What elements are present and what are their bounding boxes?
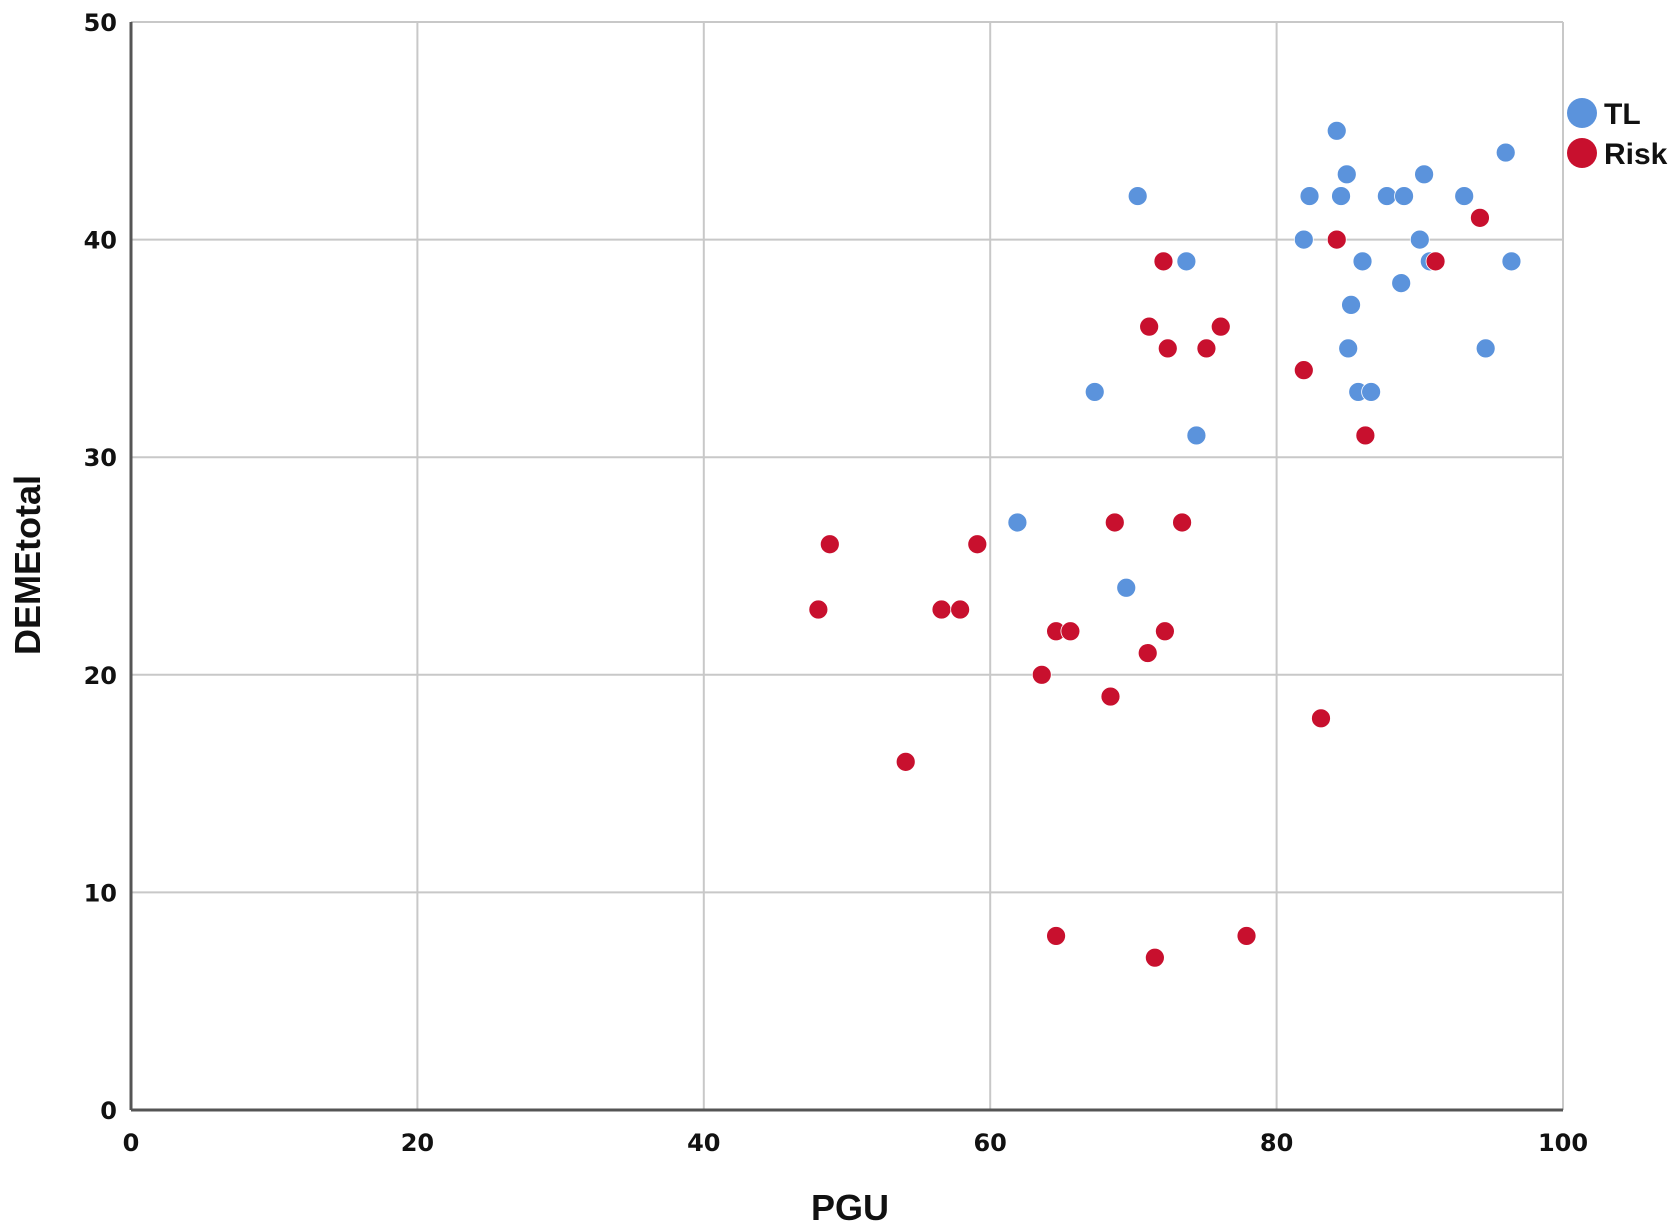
- data-point-tl: [1341, 294, 1361, 315]
- data-point-tl: [1299, 186, 1320, 206]
- data-point-risk: [808, 599, 829, 620]
- y-axis-title: DEMEtotal: [7, 475, 48, 655]
- gridlines: [131, 21, 1564, 1110]
- data-point-risk: [1236, 926, 1257, 946]
- data-point-tl: [1352, 251, 1373, 272]
- data-point-tl: [1084, 382, 1105, 402]
- data-point-risk: [931, 599, 952, 620]
- data-point-tl: [1414, 164, 1434, 185]
- data-point-risk: [1046, 926, 1066, 946]
- tick-labels: 0 20 40 60 80 100 0 10 20 30 40 50: [84, 9, 1588, 1157]
- data-point-risk: [1155, 621, 1175, 642]
- data-point-tl: [1293, 229, 1314, 250]
- data-point-risk: [1311, 708, 1331, 729]
- data-point-tl: [1495, 142, 1516, 163]
- legend-label-risk: Risk: [1604, 138, 1668, 171]
- data-point-tl: [1176, 251, 1197, 272]
- data-point-tl: [1501, 251, 1522, 272]
- data-point-risk: [1139, 316, 1160, 337]
- x-tick-label: 100: [1538, 1129, 1588, 1157]
- data-point-tl: [1361, 382, 1382, 402]
- data-point-tl: [1127, 186, 1148, 206]
- data-point-tl: [1394, 186, 1414, 206]
- x-tick-label: 60: [973, 1129, 1006, 1157]
- data-point-risk: [819, 534, 840, 555]
- data-point-risk: [1100, 686, 1121, 707]
- y-tick-label: 10: [84, 879, 117, 907]
- data-point-tl: [1391, 273, 1412, 294]
- data-point-risk: [1470, 207, 1490, 228]
- data-point-risk: [1293, 360, 1314, 381]
- y-tick-label: 50: [84, 9, 117, 37]
- data-point-tl: [1336, 164, 1357, 185]
- x-tick-label: 80: [1260, 1129, 1293, 1157]
- data-point-tl: [1338, 338, 1359, 359]
- data-point-tl: [1475, 338, 1496, 359]
- data-point-tl: [1007, 512, 1028, 533]
- data-point-tl: [1376, 186, 1397, 206]
- data-point-tl: [1326, 120, 1347, 141]
- data-point-risk: [1196, 338, 1217, 359]
- y-tick-label: 20: [84, 662, 117, 690]
- data-point-risk: [1153, 251, 1174, 272]
- y-tick-label: 0: [100, 1097, 117, 1125]
- data-point-tl: [1454, 186, 1475, 206]
- data-point-risk: [1060, 621, 1081, 642]
- data-point-risk: [950, 599, 971, 620]
- data-points: [808, 120, 1522, 968]
- data-point-risk: [895, 751, 916, 772]
- x-tick-label: 0: [123, 1129, 140, 1157]
- legend: TL Risk: [1567, 98, 1668, 171]
- data-point-tl: [1116, 577, 1137, 598]
- data-point-risk: [1137, 643, 1158, 663]
- data-point-risk: [1144, 947, 1165, 968]
- legend-marker-tl: [1567, 98, 1597, 128]
- data-point-risk: [1210, 316, 1231, 337]
- y-tick-label: 40: [84, 227, 117, 255]
- data-point-risk: [967, 534, 988, 555]
- data-point-tl: [1331, 186, 1351, 206]
- data-point-tl: [1409, 229, 1430, 250]
- data-point-risk: [1104, 512, 1125, 533]
- x-tick-label: 40: [687, 1129, 720, 1157]
- y-tick-label: 30: [84, 444, 117, 472]
- legend-label-tl: TL: [1604, 98, 1641, 131]
- data-point-risk: [1355, 425, 1376, 446]
- x-axis-title: PGU: [811, 1187, 889, 1228]
- x-tick-label: 20: [401, 1129, 434, 1157]
- data-point-risk: [1031, 664, 1052, 685]
- legend-marker-risk: [1567, 138, 1597, 168]
- data-point-risk: [1326, 229, 1347, 250]
- data-point-risk: [1172, 512, 1192, 533]
- data-point-tl: [1186, 425, 1207, 446]
- axes: [129, 22, 1563, 1112]
- data-point-risk: [1425, 251, 1446, 272]
- data-point-risk: [1157, 338, 1178, 359]
